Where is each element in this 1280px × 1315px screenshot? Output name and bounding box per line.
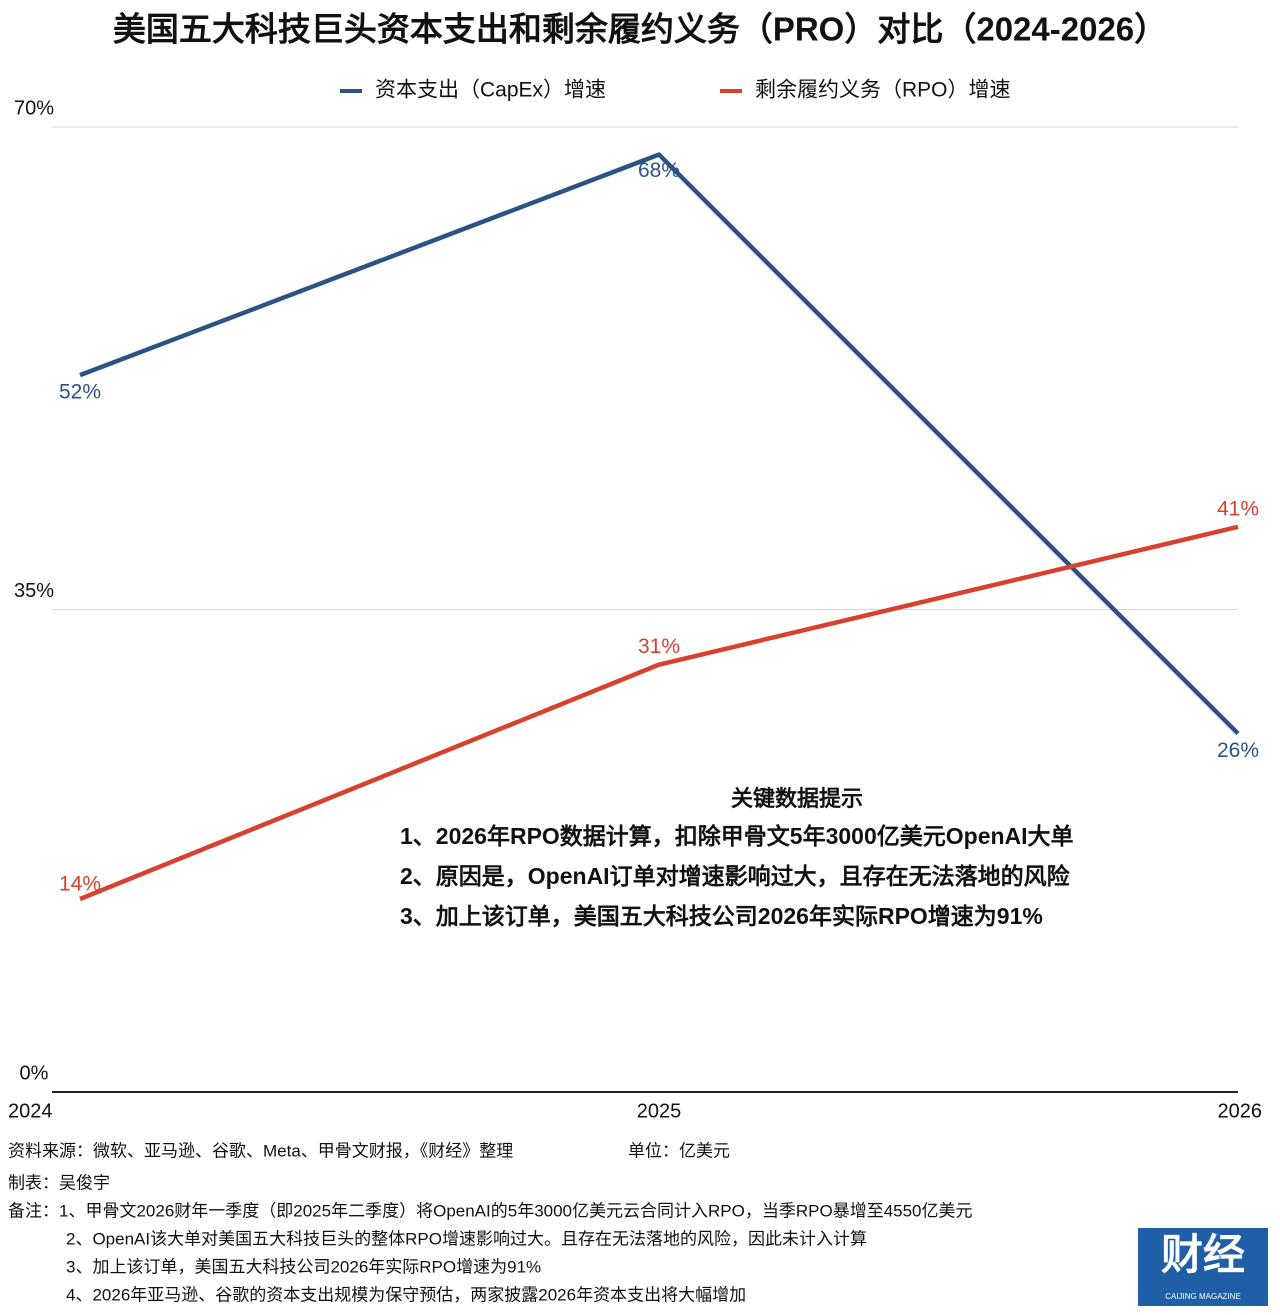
data-label: 68%: [638, 159, 680, 182]
y-tick-label: 70%: [14, 97, 54, 119]
chart-title: 美国五大科技巨头资本支出和剩余履约义务（PRO）对比（2024-2026）: [113, 11, 1167, 48]
series-line: [79, 152, 1240, 736]
unit: 单位：亿美元: [628, 1141, 730, 1160]
data-label: 41%: [1217, 497, 1259, 520]
note: 3、加上该订单，美国五大科技公司2026年实际RPO增速为91%: [66, 1257, 541, 1276]
annotation-title: 关键数据提示: [731, 786, 863, 811]
annotation-line: 2、原因是，OpenAI订单对增速影响过大，且存在无法落地的风险: [400, 863, 1071, 889]
data-label: 52%: [59, 381, 101, 404]
note: 4、2026年亚马逊、谷歌的资本支出规模为保守预估，两家披露2026年资本支出将…: [66, 1285, 746, 1304]
y-tick-label: 0%: [20, 1062, 49, 1084]
annotation-line: 3、加上该订单，美国五大科技公司2026年实际RPO增速为91%: [400, 903, 1043, 929]
note: 2、OpenAI该大单对美国五大科技巨头的整体RPO增速影响过大。且存在无法落地…: [66, 1229, 867, 1248]
data-label: 31%: [638, 635, 680, 658]
note: 备注：1、甲骨文2026财年一季度（即2025年二季度）将OpenAI的5年30…: [8, 1201, 973, 1220]
author: 制表：吴俊宇: [8, 1173, 110, 1192]
data-label: 26%: [1217, 739, 1259, 762]
logo-box: [1138, 1228, 1268, 1306]
annotation: 关键数据提示 1、2026年RPO数据计算，扣除甲骨文5年3000亿美元Open…: [400, 786, 1074, 929]
legend-label: 剩余履约义务（RPO）增速: [755, 79, 1011, 102]
y-tick-label: 35%: [14, 580, 54, 602]
logo: 财经 CAIJING MAGAZINE: [1138, 1228, 1268, 1306]
logo-subtext: CAIJING MAGAZINE: [1165, 1292, 1241, 1301]
data-label: 14%: [59, 873, 101, 896]
x-tick-label: 2026: [1218, 1100, 1263, 1122]
source: 资料来源：微软、亚马逊、谷歌、Meta、甲骨文财报，《财经》整理: [8, 1141, 513, 1160]
annotation-line: 1、2026年RPO数据计算，扣除甲骨文5年3000亿美元OpenAI大单: [400, 823, 1074, 849]
x-tick-label: 2025: [637, 1100, 682, 1122]
series-line: [79, 524, 1239, 902]
legend-label: 资本支出（CapEx）增速: [375, 79, 606, 102]
logo-text: 财经: [1161, 1231, 1245, 1278]
x-tick-label: 2024: [8, 1100, 53, 1122]
